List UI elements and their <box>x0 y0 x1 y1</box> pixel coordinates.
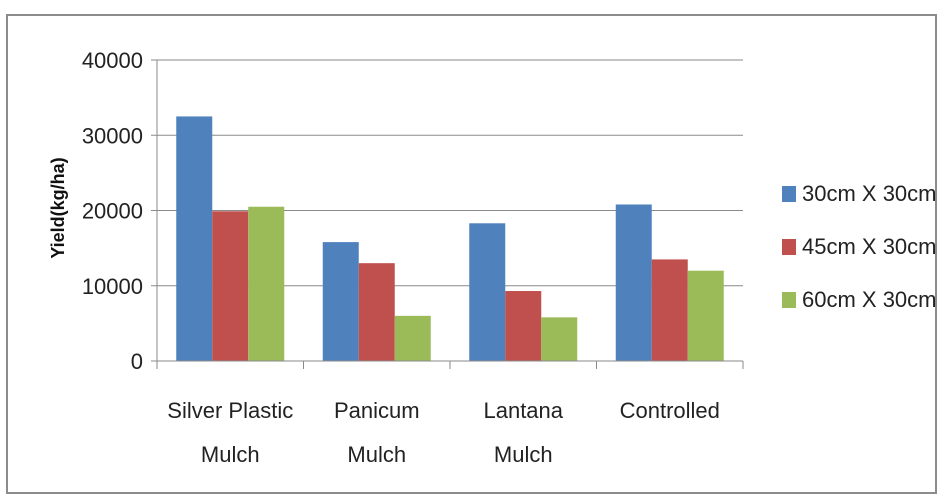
x-category-label: Panicum <box>334 398 420 423</box>
x-category-label: Controlled <box>620 398 720 423</box>
x-category-label: Silver Plastic <box>167 398 293 423</box>
bar <box>358 263 395 361</box>
legend: 30cm X 30cm 45cm X 30cm 60cm X 30cm <box>782 181 937 312</box>
x-category-label: Mulch <box>347 442 406 467</box>
x-category-label: Lantana <box>483 398 563 423</box>
bar <box>322 242 359 361</box>
axes <box>151 59 744 369</box>
legend-label: 60cm X 30cm <box>802 287 937 312</box>
bar <box>248 206 285 361</box>
x-category-label: Mulch <box>494 442 553 467</box>
legend-swatch <box>782 239 796 255</box>
legend-swatch <box>782 292 796 308</box>
x-category-labels: Silver Plastic Mulch Panicum Mulch Lantana Mu… <box>167 398 720 467</box>
bars <box>176 116 724 361</box>
legend-swatch <box>782 186 796 202</box>
bar <box>212 211 249 361</box>
bar <box>505 291 542 361</box>
y-tick-label: 10000 <box>82 274 143 299</box>
legend-label: 30cm X 30cm <box>802 181 937 206</box>
y-axis-label: Yield(kg/ha) <box>48 157 68 258</box>
bar <box>469 223 506 361</box>
y-tick-labels: 0 10000 20000 30000 40000 <box>82 48 143 374</box>
bar <box>615 204 652 361</box>
y-tick-label: 20000 <box>82 199 143 224</box>
bar <box>651 259 688 361</box>
y-tick-label: 0 <box>131 349 143 374</box>
legend-label: 45cm X 30cm <box>802 234 937 259</box>
x-category-label: Mulch <box>201 442 260 467</box>
y-tick-label: 30000 <box>82 123 143 148</box>
bar <box>176 116 213 361</box>
bar <box>394 315 431 361</box>
bar <box>541 317 578 361</box>
bar <box>687 270 724 361</box>
y-tick-label: 40000 <box>82 48 143 73</box>
